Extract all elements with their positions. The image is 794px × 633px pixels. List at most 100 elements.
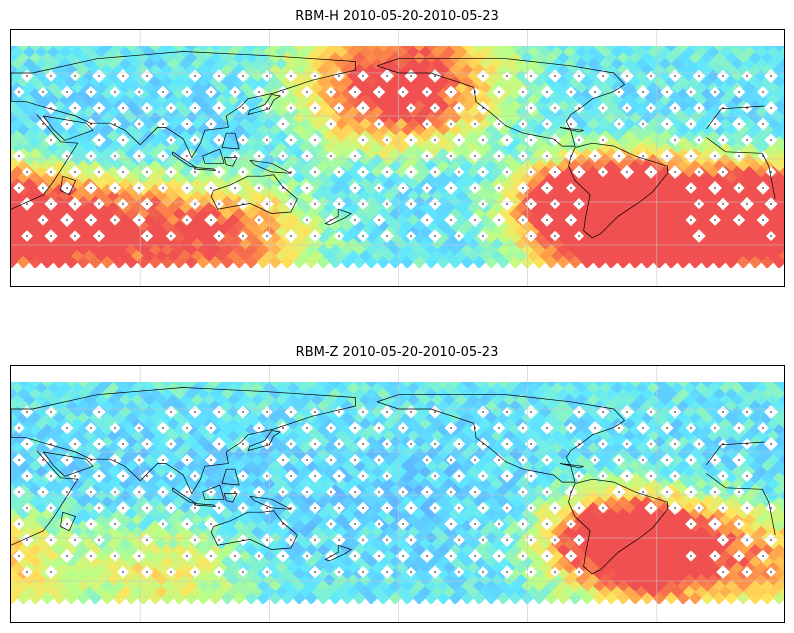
station-dot xyxy=(330,91,332,93)
station-dot xyxy=(18,155,20,157)
station-dot xyxy=(90,91,92,93)
data-cell xyxy=(581,256,594,269)
station-dot xyxy=(426,155,428,157)
data-cell xyxy=(509,256,522,269)
station-dot xyxy=(162,123,164,125)
station-dot xyxy=(122,107,124,109)
station-dot xyxy=(114,123,116,125)
station-dot xyxy=(354,187,356,189)
coastline xyxy=(11,51,356,159)
station-dot xyxy=(674,139,676,141)
station-dot xyxy=(354,155,356,157)
data-cell xyxy=(779,107,784,118)
station-dot xyxy=(378,123,380,125)
station-dot xyxy=(426,91,428,93)
station-dot xyxy=(506,171,508,173)
data-cell xyxy=(779,455,784,466)
station-dot xyxy=(74,75,76,77)
station-dot xyxy=(434,139,436,141)
station-dot xyxy=(258,91,260,93)
station-dot xyxy=(674,75,676,77)
data-cell xyxy=(461,256,474,269)
station-dot xyxy=(354,91,356,93)
station-dot xyxy=(722,203,724,205)
station-dot xyxy=(738,187,740,189)
data-cell xyxy=(779,443,784,454)
station-dot xyxy=(450,123,452,125)
station-dot xyxy=(50,203,52,205)
coastline xyxy=(11,114,79,210)
station-dot xyxy=(554,203,556,205)
station-dot xyxy=(74,235,76,237)
station-dot xyxy=(506,139,508,141)
station-dot xyxy=(50,139,52,141)
station-dot xyxy=(530,235,532,237)
station-dot xyxy=(218,139,220,141)
station-dot xyxy=(746,107,748,109)
data-cell xyxy=(779,431,784,442)
data-cell xyxy=(11,424,18,437)
station-dot xyxy=(690,155,692,157)
coastline xyxy=(324,208,352,226)
station-dot xyxy=(498,155,500,157)
station-dot xyxy=(170,139,172,141)
station-dot xyxy=(314,139,316,141)
station-dot xyxy=(290,235,292,237)
station-dot xyxy=(746,75,748,77)
station-dot xyxy=(690,187,692,189)
data-cell xyxy=(557,256,570,269)
data-cell xyxy=(11,436,18,449)
station-dot xyxy=(578,203,580,205)
station-dot xyxy=(114,155,116,157)
station-dot xyxy=(330,155,332,157)
data-cell xyxy=(449,256,462,269)
station-dot xyxy=(98,75,100,77)
station-dot xyxy=(242,75,244,77)
data-cell xyxy=(533,256,546,269)
coastline xyxy=(247,94,282,115)
station-dot xyxy=(618,91,620,93)
data-cell xyxy=(113,256,126,269)
station-dot xyxy=(266,139,268,141)
station-dot xyxy=(650,107,652,109)
station-dot xyxy=(66,91,68,93)
data-cell xyxy=(161,256,174,269)
coastline xyxy=(223,157,238,167)
station-dot xyxy=(242,171,244,173)
data-cell xyxy=(497,256,510,269)
station-dot xyxy=(74,171,76,173)
station-dot xyxy=(482,139,484,141)
station-dot xyxy=(66,187,68,189)
station-dot xyxy=(266,203,268,205)
station-dot xyxy=(546,91,548,93)
station-dot xyxy=(258,155,260,157)
data-cell xyxy=(761,256,774,269)
station-dot xyxy=(482,171,484,173)
data-cell xyxy=(725,256,738,269)
coastline xyxy=(193,167,217,171)
data-cell xyxy=(89,256,102,269)
data-cell xyxy=(329,256,342,269)
coastline xyxy=(706,137,776,200)
coastline xyxy=(706,105,765,130)
station-dot xyxy=(402,91,404,93)
station-dot xyxy=(18,187,20,189)
data-cell xyxy=(779,407,784,418)
station-dot xyxy=(146,171,148,173)
data-cell xyxy=(11,412,18,425)
station-dot xyxy=(258,187,260,189)
data-cell xyxy=(779,119,784,130)
station-dot xyxy=(146,235,148,237)
station-dot xyxy=(722,139,724,141)
station-dot xyxy=(626,171,628,173)
station-dot xyxy=(98,171,100,173)
station-dot xyxy=(170,107,172,109)
station-dot xyxy=(762,91,764,93)
station-dot xyxy=(722,171,724,173)
station-dot xyxy=(770,139,772,141)
coastline xyxy=(559,127,584,133)
station-dot xyxy=(722,75,724,77)
data-cell xyxy=(779,179,784,190)
station-dot xyxy=(314,107,316,109)
data-cell xyxy=(593,256,606,269)
